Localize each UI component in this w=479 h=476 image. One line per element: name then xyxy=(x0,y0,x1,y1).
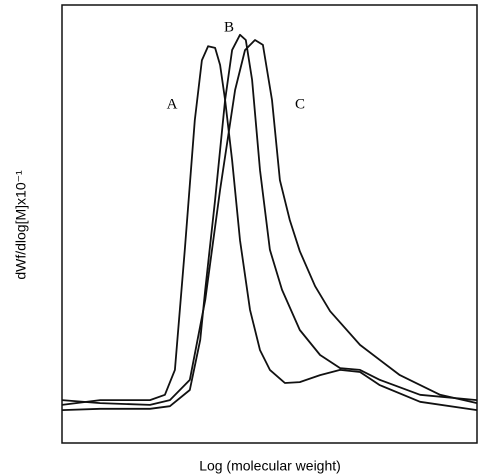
curve-label: C xyxy=(295,96,305,112)
x-axis-label: Log (molecular weight) xyxy=(199,458,341,474)
curve xyxy=(61,39,478,406)
curve xyxy=(61,33,478,411)
curve-label: B xyxy=(224,19,234,35)
plot-frame xyxy=(61,4,478,444)
curve-label: A xyxy=(167,96,178,112)
y-axis-label: dWf/dlog[M]x10⁻¹ xyxy=(13,170,29,280)
curve xyxy=(61,45,478,411)
